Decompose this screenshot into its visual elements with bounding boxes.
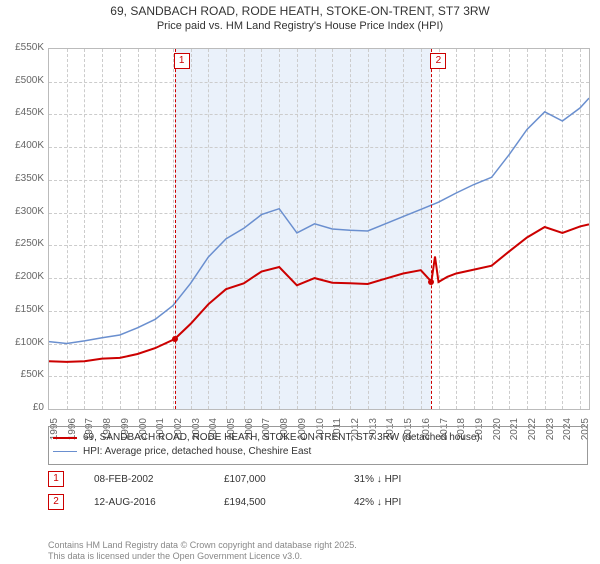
sale-price: £194,500: [224, 497, 354, 508]
y-axis-label: £350K: [0, 173, 44, 184]
series-property: [49, 224, 589, 362]
footnote-line2: This data is licensed under the Open Gov…: [48, 551, 357, 562]
sale-row: 1 08-FEB-2002£107,00031% ↓ HPI: [48, 469, 588, 489]
legend-label: HPI: Average price, detached house, Ches…: [83, 446, 311, 457]
sales-table: 1 08-FEB-2002£107,00031% ↓ HPI 2 12-AUG-201…: [48, 466, 588, 515]
sale-dot: [428, 279, 434, 285]
y-axis-label: £0: [0, 402, 44, 413]
sale-marker-box: 2: [430, 53, 446, 69]
y-axis-label: £500K: [0, 75, 44, 86]
y-axis-label: £450K: [0, 107, 44, 118]
y-axis-label: £400K: [0, 140, 44, 151]
sale-marker-line: [175, 49, 176, 409]
chart-title-line2: Price paid vs. HM Land Registry's House …: [0, 20, 600, 32]
sale-row-marker: 2: [48, 494, 64, 510]
sale-date: 08-FEB-2002: [94, 474, 224, 485]
legend-label: 69, SANDBACH ROAD, RODE HEATH, STOKE-ON-…: [83, 432, 480, 443]
sale-row-marker: 1: [48, 471, 64, 487]
y-axis-label: £200K: [0, 271, 44, 282]
legend-swatch: [53, 437, 77, 439]
sale-hpi-diff: 42% ↓ HPI: [354, 497, 484, 508]
legend-swatch: [53, 451, 77, 452]
sale-row: 2 12-AUG-2016£194,50042% ↓ HPI: [48, 492, 588, 512]
legend-row: HPI: Average price, detached house, Ches…: [53, 446, 583, 457]
y-axis-label: £250K: [0, 238, 44, 249]
footnote: Contains HM Land Registry data © Crown c…: [48, 540, 357, 563]
y-axis-label: £100K: [0, 337, 44, 348]
y-axis-label: £550K: [0, 42, 44, 53]
footnote-line1: Contains HM Land Registry data © Crown c…: [48, 540, 357, 551]
y-axis-label: £150K: [0, 304, 44, 315]
legend-box: 69, SANDBACH ROAD, RODE HEATH, STOKE-ON-…: [48, 426, 588, 465]
sale-dot: [172, 336, 178, 342]
y-axis-label: £50K: [0, 369, 44, 380]
sale-hpi-diff: 31% ↓ HPI: [354, 474, 484, 485]
sale-marker-line: [431, 49, 432, 409]
series-hpi: [49, 98, 589, 343]
chart-svg: [49, 49, 589, 409]
sale-date: 12-AUG-2016: [94, 497, 224, 508]
sale-marker-box: 1: [174, 53, 190, 69]
sale-price: £107,000: [224, 474, 354, 485]
legend-row: 69, SANDBACH ROAD, RODE HEATH, STOKE-ON-…: [53, 432, 583, 443]
price-chart: 1995199619971998199920002001200220032004…: [48, 48, 590, 410]
y-axis-label: £300K: [0, 206, 44, 217]
chart-title-line1: 69, SANDBACH ROAD, RODE HEATH, STOKE-ON-…: [0, 4, 600, 20]
